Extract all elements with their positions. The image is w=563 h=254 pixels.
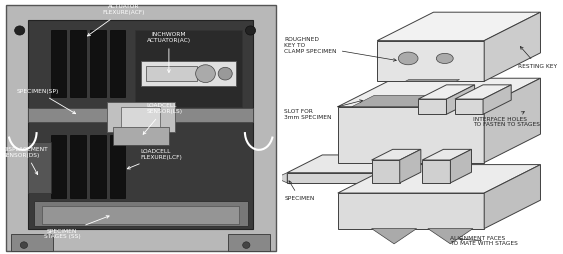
Bar — [34, 201, 248, 226]
Polygon shape — [450, 149, 472, 183]
Polygon shape — [377, 41, 484, 81]
Polygon shape — [446, 85, 475, 114]
Circle shape — [245, 26, 256, 35]
Circle shape — [20, 242, 28, 248]
Polygon shape — [372, 160, 400, 183]
Polygon shape — [484, 165, 540, 229]
Bar — [90, 30, 106, 97]
Bar — [107, 102, 175, 132]
Bar — [51, 30, 66, 97]
Polygon shape — [338, 78, 540, 107]
Text: DISPLACEMENT
SENSOR(DS): DISPLACEMENT SENSOR(DS) — [3, 147, 48, 174]
Bar — [28, 20, 253, 229]
Polygon shape — [400, 149, 421, 183]
Polygon shape — [338, 107, 484, 163]
Bar — [141, 61, 236, 86]
Circle shape — [15, 26, 25, 35]
Text: ROUGHNED
KEY TO
CLAMP SPECIMEN: ROUGHNED KEY TO CLAMP SPECIMEN — [284, 37, 396, 61]
Text: ACTUATOR
FLEXURE(ACF): ACTUATOR FLEXURE(ACF) — [87, 4, 145, 36]
Polygon shape — [338, 165, 540, 193]
Polygon shape — [372, 229, 417, 244]
Polygon shape — [276, 173, 287, 183]
Circle shape — [196, 65, 215, 83]
Bar — [113, 127, 169, 145]
Bar — [28, 142, 51, 193]
Text: SPECIMEN
STAGES (SS): SPECIMEN STAGES (SS) — [43, 216, 109, 240]
Polygon shape — [418, 85, 475, 99]
Text: SLOT FOR
3mm SPECIMEN: SLOT FOR 3mm SPECIMEN — [284, 100, 363, 120]
Polygon shape — [484, 12, 540, 81]
Text: SPECIMEN: SPECIMEN — [284, 181, 315, 201]
Text: ALIGNMENT FACES
TO MATE WITH STAGES: ALIGNMENT FACES TO MATE WITH STAGES — [450, 235, 519, 246]
Bar — [135, 30, 242, 107]
Circle shape — [218, 67, 233, 80]
Polygon shape — [455, 85, 511, 99]
Text: LOADCELL
SENSOR(LS): LOADCELL SENSOR(LS) — [143, 103, 182, 134]
Polygon shape — [338, 193, 484, 229]
Text: RESTING KEY: RESTING KEY — [518, 46, 557, 69]
Bar — [70, 30, 86, 97]
Bar — [51, 135, 66, 198]
Text: SPECIMEN(SP): SPECIMEN(SP) — [17, 89, 75, 114]
Text: LOADCELL
FLEXURE(LCF): LOADCELL FLEXURE(LCF) — [127, 149, 182, 169]
Polygon shape — [405, 80, 459, 81]
Bar — [90, 135, 106, 198]
Bar — [121, 107, 160, 127]
Polygon shape — [287, 173, 405, 183]
Text: INTERFACE HOLES
TO FASTEN TO STAGES: INTERFACE HOLES TO FASTEN TO STAGES — [473, 112, 540, 127]
Bar — [42, 206, 239, 224]
Ellipse shape — [436, 53, 453, 64]
Polygon shape — [418, 99, 446, 114]
Polygon shape — [377, 12, 540, 41]
Bar — [146, 66, 197, 81]
Bar — [28, 108, 253, 122]
Polygon shape — [352, 95, 493, 107]
Polygon shape — [455, 99, 483, 114]
Polygon shape — [372, 149, 421, 160]
Polygon shape — [422, 149, 472, 160]
Bar — [110, 135, 126, 198]
Polygon shape — [422, 160, 450, 183]
Polygon shape — [484, 78, 540, 163]
Ellipse shape — [399, 52, 418, 65]
Circle shape — [243, 242, 250, 248]
Polygon shape — [405, 155, 441, 183]
Bar — [228, 234, 270, 251]
Polygon shape — [483, 85, 511, 114]
Text: INCHWORM
ACTUATOR(AC): INCHWORM ACTUATOR(AC) — [147, 32, 191, 72]
Polygon shape — [428, 229, 473, 244]
Bar — [11, 234, 53, 251]
Bar — [110, 30, 126, 97]
Bar — [70, 135, 86, 198]
Polygon shape — [287, 155, 441, 173]
